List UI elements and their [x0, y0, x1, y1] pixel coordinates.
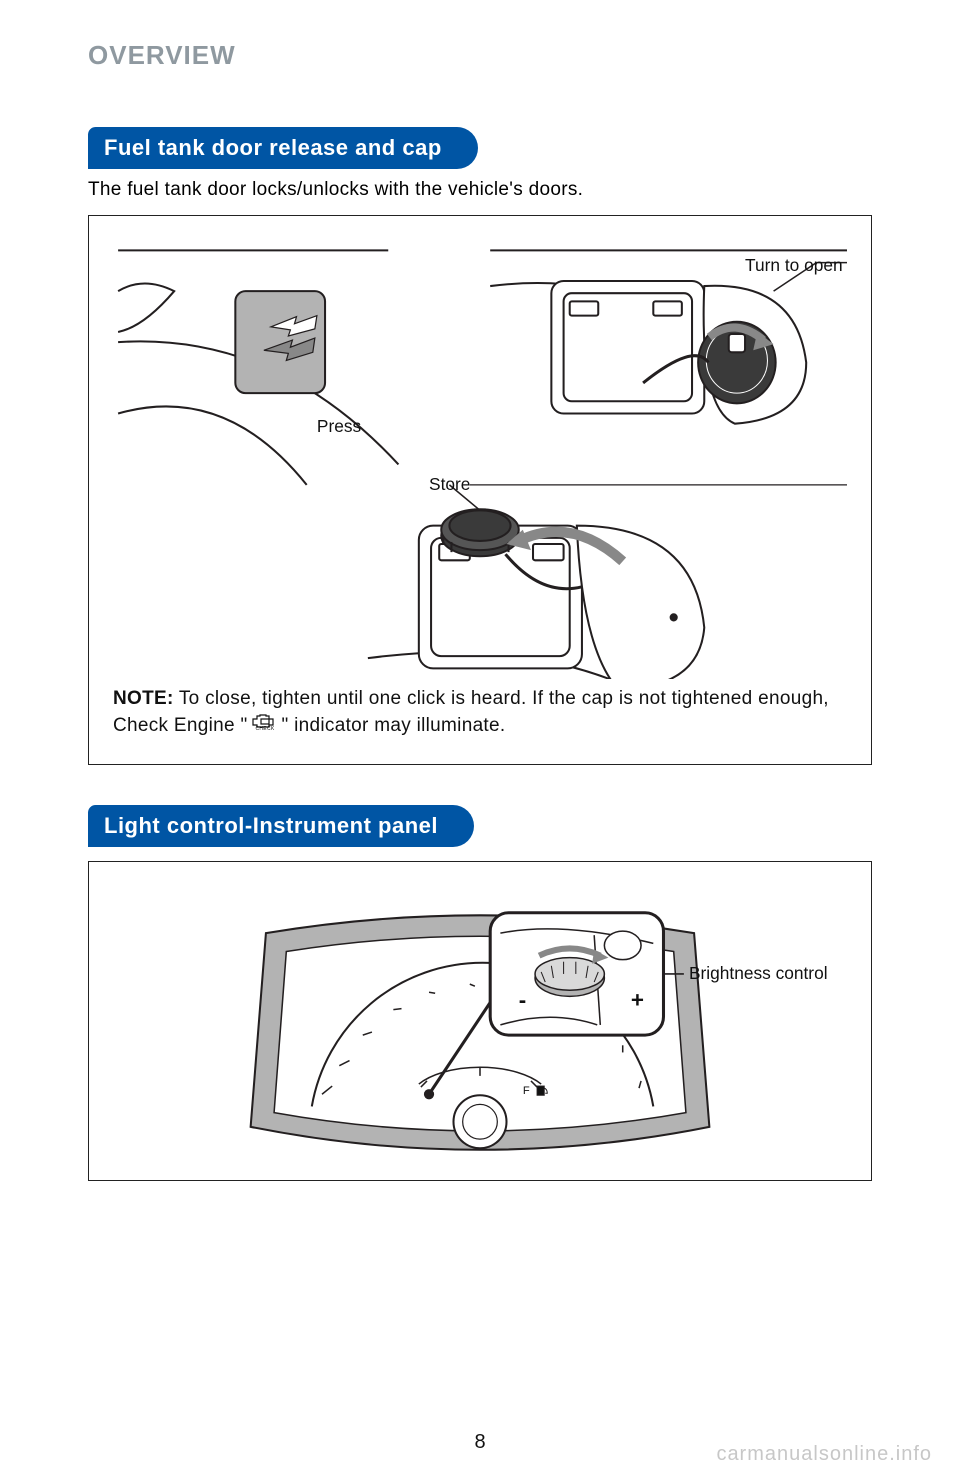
label-store: Store — [429, 474, 470, 494]
section-title-pill: Fuel tank door release and cap — [88, 127, 478, 169]
fuel-diagram: Press — [113, 230, 847, 679]
note-prefix: NOTE: — [113, 688, 174, 709]
overview-heading: OVERVIEW — [88, 40, 872, 71]
note-body-2: " indicator may illuminate. — [282, 715, 506, 736]
page: OVERVIEW Fuel tank door release and cap … — [0, 0, 960, 1484]
panel-diagram: F — [113, 872, 847, 1168]
figure-box-2: F — [88, 861, 872, 1181]
label-plus: + — [631, 988, 644, 1013]
intro-text: The fuel tank door locks/unlocks with th… — [88, 179, 872, 201]
section-light-control: Light control-Instrument panel — [88, 805, 872, 1181]
label-minus: - — [519, 988, 526, 1013]
section-title-pill-2: Light control-Instrument panel — [88, 805, 474, 847]
note-text: NOTE: To close, tighten until one click … — [113, 685, 847, 740]
section-fuel-tank: Fuel tank door release and cap The fuel … — [88, 127, 872, 765]
label-press: Press — [317, 416, 362, 436]
label-brightness: Brightness control — [689, 963, 828, 983]
label-fuel-f: F — [523, 1085, 530, 1097]
check-engine-icon: CHECK — [250, 712, 280, 740]
svg-text:CHECK: CHECK — [255, 726, 274, 731]
watermark: carmanualsonline.info — [716, 1443, 932, 1466]
figure-box-1: Press — [88, 215, 872, 765]
label-turn-to-open: Turn to open — [745, 255, 843, 275]
